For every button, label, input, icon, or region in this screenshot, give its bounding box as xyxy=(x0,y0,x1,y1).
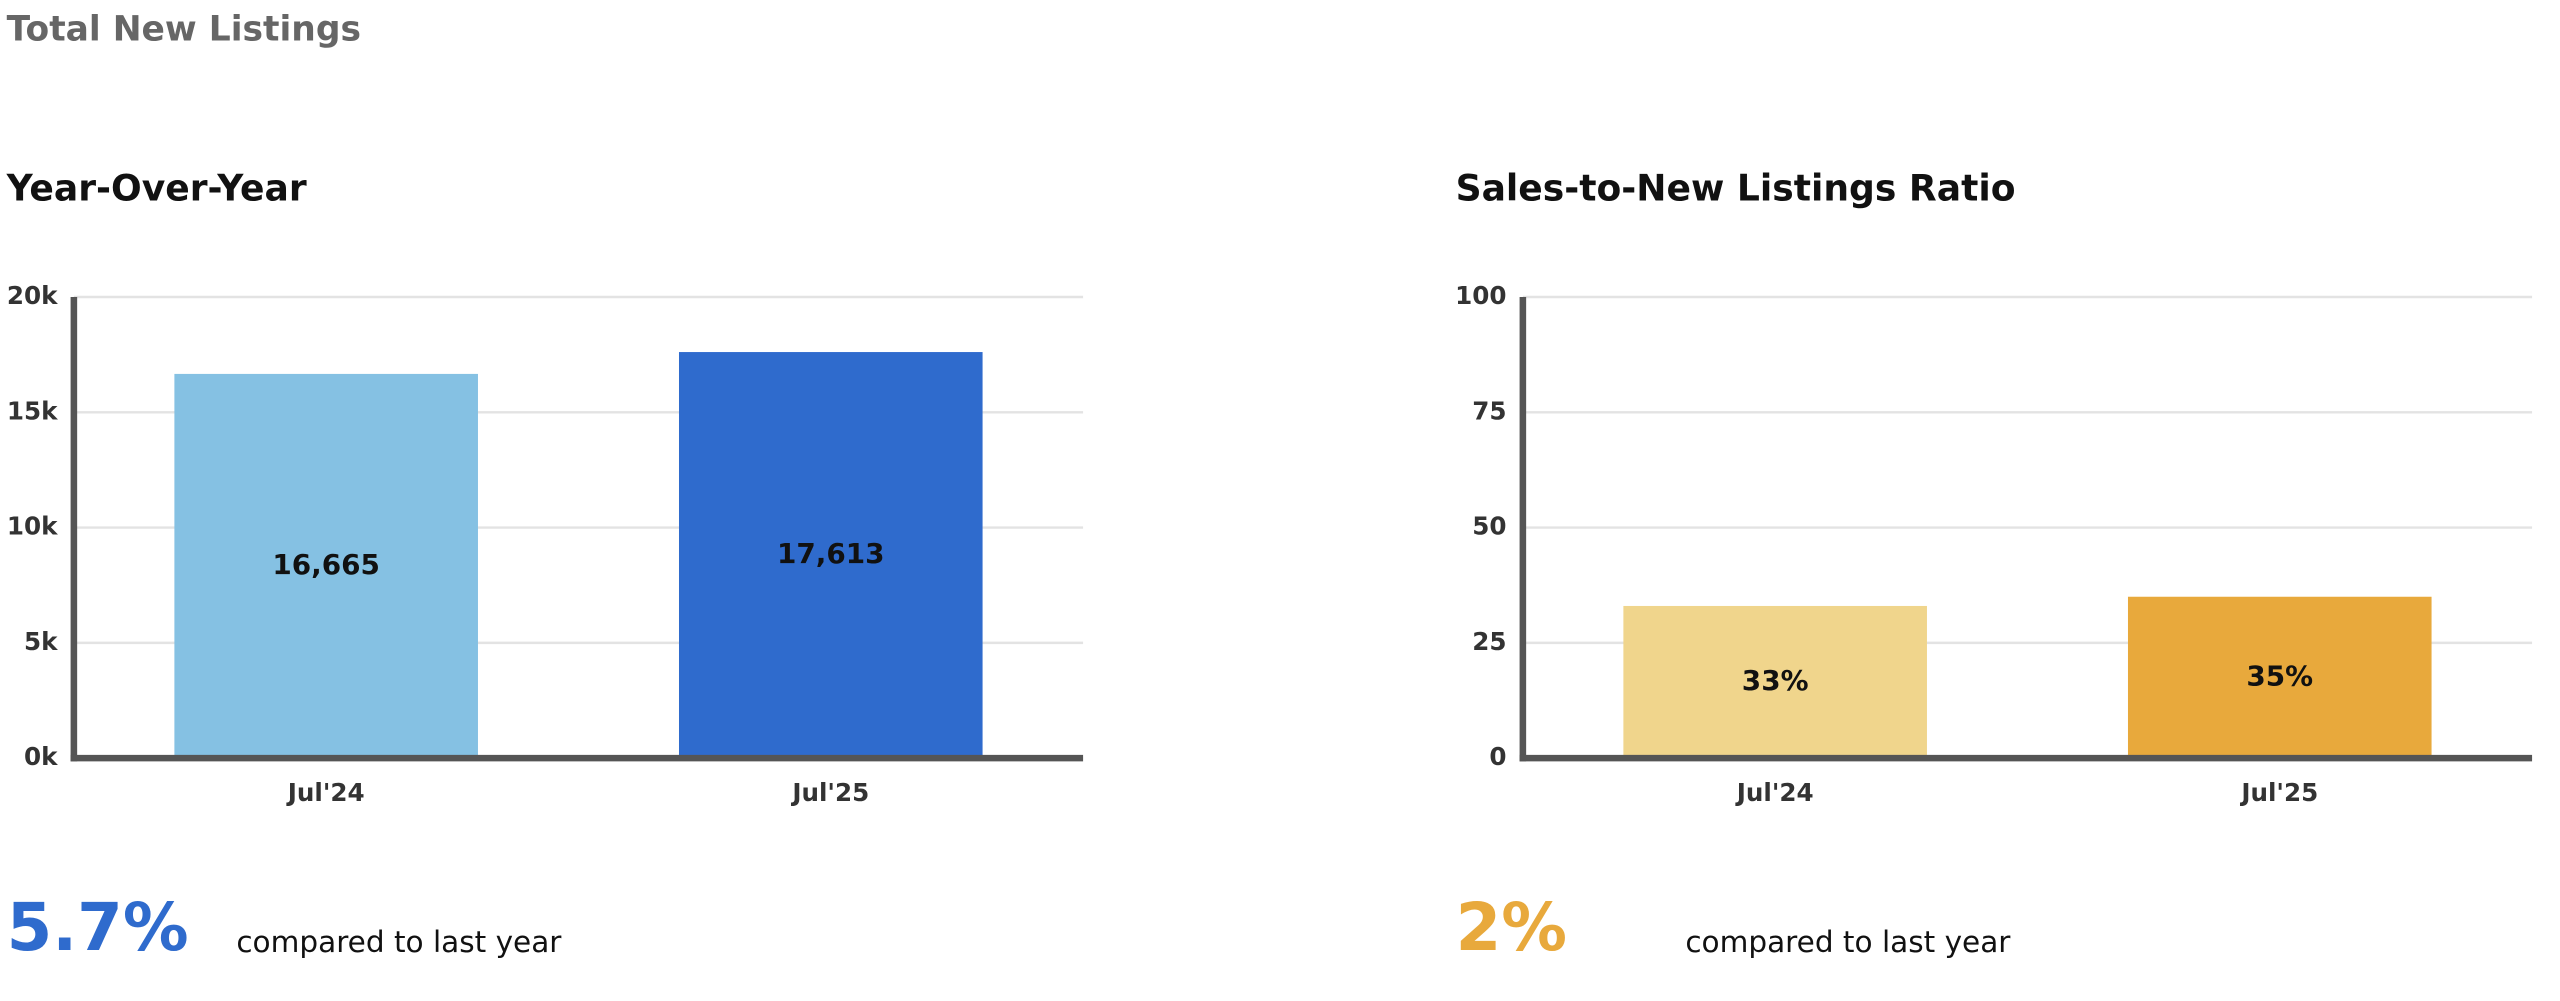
value-label: 33% xyxy=(1742,664,1809,697)
y-tick-label: 50 xyxy=(1472,512,1506,541)
change-text: compared to last year xyxy=(1685,925,2011,959)
y-tick-label: 15k xyxy=(7,396,58,425)
x-tick-label: Jul'25 xyxy=(2239,778,2318,807)
change-value: 2% xyxy=(1456,890,1567,966)
bar xyxy=(2127,596,2432,759)
page-title: Total New Listings xyxy=(7,10,361,50)
y-tick-label: 20k xyxy=(7,281,58,310)
y-tick-label: 0 xyxy=(1489,742,1506,771)
bar xyxy=(174,373,478,759)
value-label: 16,665 xyxy=(272,548,380,581)
y-tick-label: 25 xyxy=(1472,627,1506,656)
y-tick-label: 100 xyxy=(1455,281,1506,310)
bar xyxy=(678,352,983,759)
change-text: compared to last year xyxy=(236,925,562,959)
chart-title: Sales-to-New Listings Ratio xyxy=(1456,166,2016,209)
y-tick-label: 0k xyxy=(24,742,58,771)
y-tick-label: 5k xyxy=(24,627,58,656)
change-value: 5.7% xyxy=(7,890,189,966)
y-tick-label: 10k xyxy=(7,512,58,541)
x-tick-label: Jul'24 xyxy=(1735,778,1814,807)
value-label: 17,613 xyxy=(777,537,885,570)
y-tick-label: 75 xyxy=(1472,396,1506,425)
chart-title: Year-Over-Year xyxy=(6,166,307,209)
x-tick-label: Jul'25 xyxy=(790,778,869,807)
bar xyxy=(1623,605,1927,759)
value-label: 35% xyxy=(2246,659,2313,692)
x-tick-label: Jul'24 xyxy=(286,778,365,807)
